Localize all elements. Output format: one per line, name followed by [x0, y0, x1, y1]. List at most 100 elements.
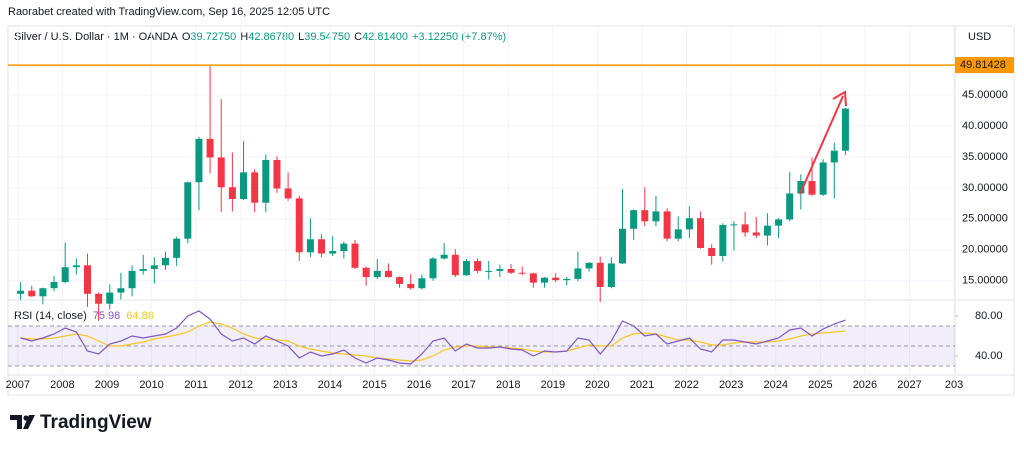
candle-body	[72, 265, 80, 268]
price-label: 49.81428	[960, 59, 1006, 71]
plot-area: 2007 2008 2009 2010 2011 2012 2013 2014 2015 2016…	[6, 26, 1014, 391]
candle-body	[106, 292, 114, 304]
candle-body	[407, 283, 415, 289]
candle-body	[128, 270, 136, 289]
candle-body	[741, 224, 749, 233]
rsi-line	[20, 321, 846, 362]
x-tick-label: 2020	[585, 379, 609, 391]
candle-body	[540, 277, 548, 283]
x-tick-label: 2009	[95, 379, 119, 391]
candle-body	[329, 251, 337, 254]
candle-body	[563, 278, 571, 281]
candle-body	[429, 258, 437, 279]
y-tick-label: 35.00000	[962, 151, 1008, 163]
candle-body	[340, 243, 348, 252]
candle-body	[440, 254, 448, 259]
logo-mark	[10, 415, 22, 429]
candle-body	[574, 268, 582, 279]
candle-body	[273, 159, 281, 189]
ohlc-label: H	[240, 31, 248, 43]
x-tick-label: 2023	[719, 379, 743, 391]
ohlc-label: C	[354, 31, 362, 43]
candle-body	[396, 277, 404, 284]
x-tick-label: 203	[945, 379, 963, 391]
candle-body	[384, 270, 392, 278]
candle-body	[161, 257, 169, 266]
y-tick-label: 40.00000	[962, 120, 1008, 132]
candle-body	[50, 282, 58, 289]
y-tick-label: 20.00000	[962, 244, 1008, 256]
candle-body	[295, 198, 303, 253]
x-tick-label: 2014	[318, 379, 342, 391]
rsi-line	[20, 310, 846, 365]
candle-body	[730, 224, 738, 226]
candle-body	[663, 211, 671, 239]
x-tick-label: 2012	[228, 379, 252, 391]
candle-body	[607, 263, 615, 287]
candle-body	[217, 157, 225, 188]
candle-body	[240, 172, 248, 200]
candle-body	[462, 260, 470, 276]
y-tick-label: 30.00000	[962, 182, 1008, 194]
y-tick-label: 15.00000	[962, 275, 1008, 287]
x-tick-label: 2010	[139, 379, 163, 391]
candle-body	[518, 272, 526, 274]
x-tick-label: 2017	[451, 379, 475, 391]
candle-body	[797, 181, 805, 194]
x-tick-label: 2015	[362, 379, 386, 391]
candle-body	[507, 269, 515, 273]
candle-body	[841, 108, 849, 151]
x-tick-label: 2022	[674, 379, 698, 391]
ohlc-value: 39.54750	[304, 31, 350, 43]
candle-body	[83, 265, 91, 294]
price-label-box	[955, 57, 1014, 74]
x-tick-label: 2016	[407, 379, 431, 391]
rsi-legend: RSI (14, close)75.9864.88	[14, 310, 154, 322]
candle-body	[496, 269, 504, 271]
candle-body	[752, 232, 760, 236]
y-tick-label: 80.00	[975, 310, 1003, 322]
candle-body	[830, 150, 838, 163]
candle-body	[485, 270, 493, 272]
rsi-title: RSI (14, close)	[14, 310, 87, 322]
candle-body	[150, 265, 158, 270]
x-tick-label: 2024	[764, 379, 788, 391]
ohlc-label: O	[182, 31, 191, 43]
candle-body	[596, 262, 604, 287]
candle-body	[674, 229, 682, 239]
candle-body	[418, 278, 426, 289]
x-tick-label: 2007	[6, 379, 30, 391]
arrow-line	[799, 95, 844, 195]
rsi-ma-value: 64.88	[126, 310, 154, 322]
candle-body	[552, 277, 560, 281]
candle-body	[819, 162, 827, 195]
candle-body	[641, 210, 649, 222]
candle-body	[808, 181, 816, 195]
x-tick-label: 2027	[897, 379, 921, 391]
candle-body	[585, 262, 593, 269]
x-tick-label: 2018	[496, 379, 520, 391]
brand: TradingView	[40, 412, 152, 433]
candle-body	[652, 211, 660, 222]
chart-frame	[7, 25, 1015, 396]
x-tick-label: 2008	[50, 379, 74, 391]
logo-mark	[23, 415, 35, 429]
candle-body	[619, 228, 627, 264]
arrow-head	[832, 90, 847, 107]
candle-body	[708, 247, 716, 257]
candle-body	[306, 239, 314, 253]
candle-body	[195, 138, 203, 183]
ohlc-value: 42.86780	[248, 31, 294, 43]
ohlc-value: 42.81400	[362, 31, 408, 43]
logo: TradingView	[10, 412, 152, 433]
y-tick-label: 40.00	[975, 350, 1003, 362]
candle-body	[719, 225, 727, 257]
candle-body	[173, 238, 181, 258]
header: Raorabet created with TradingView.com, S…	[8, 6, 330, 18]
ohlc-value: 39.72750	[190, 31, 236, 43]
x-tick-label: 2013	[273, 379, 297, 391]
y-tick-label: 25.00000	[962, 213, 1008, 225]
candle-body	[262, 159, 270, 203]
candle-body	[474, 260, 482, 271]
x-tick-label: 2026	[853, 379, 877, 391]
